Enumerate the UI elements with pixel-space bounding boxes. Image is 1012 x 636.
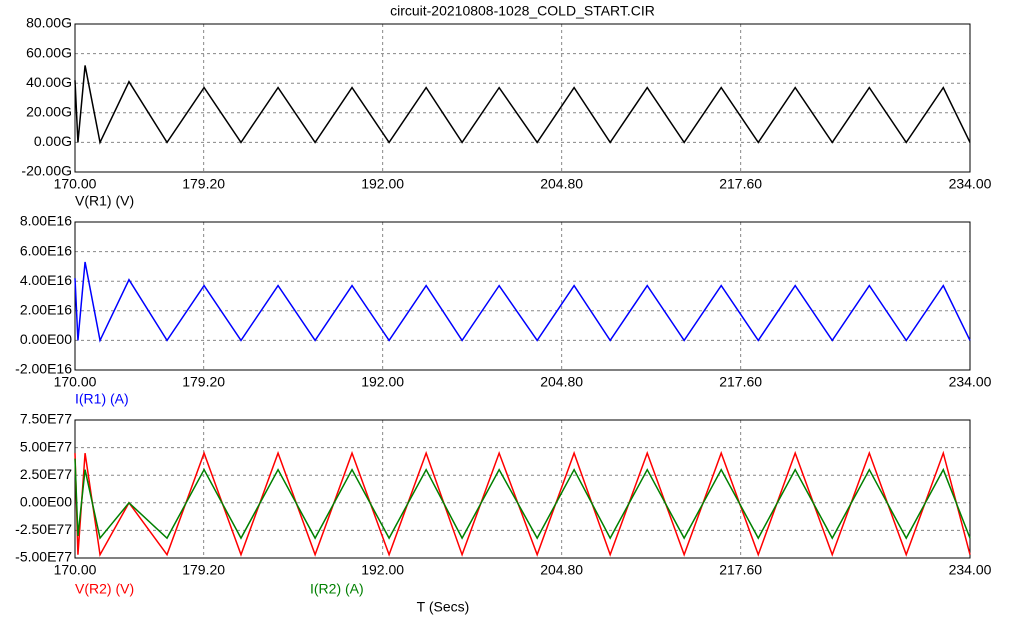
legend-label: V(R1) (V) [75,193,134,209]
x-tick-label: 192.00 [361,374,404,390]
x-tick-label: 179.20 [182,562,225,578]
legend-label: I(R1) (A) [75,391,129,407]
y-tick-label: 0.00E00 [20,494,72,510]
x-tick-label: 217.60 [719,562,762,578]
x-tick-label: 170.00 [54,176,97,192]
x-tick-label: 204.80 [540,176,583,192]
x-tick-label: 192.00 [361,562,404,578]
chart-title: circuit-20210808-1028_COLD_START.CIR [390,3,655,19]
x-tick-label: 179.20 [182,176,225,192]
x-tick-label: 204.80 [540,374,583,390]
y-tick-label: 6.00E16 [20,242,72,258]
legend-label: I(R2) (A) [310,581,364,597]
x-tick-label: 192.00 [361,176,404,192]
y-tick-label: 4.00E16 [20,272,72,288]
x-tick-label: 234.00 [949,374,992,390]
x-tick-label: 170.00 [54,374,97,390]
y-tick-label: 80.00G [26,15,72,31]
x-axis-label: T (Secs) [417,599,470,615]
y-tick-label: -5.00E77 [15,549,72,565]
plot-frame [74,221,971,371]
plot-frame [74,23,971,173]
x-tick-label: 204.80 [540,562,583,578]
x-tick-label: 217.60 [719,374,762,390]
x-tick-label: 179.20 [182,374,225,390]
y-tick-label: 2.00E16 [20,302,72,318]
series-line [74,261,971,343]
y-tick-label: -20.00G [21,163,72,179]
y-tick-label: 60.00G [26,44,72,60]
y-tick-label: 8.00E16 [20,213,72,229]
y-tick-label: 0.00E00 [20,331,72,347]
series-line [74,458,971,540]
y-tick-label: 2.50E77 [20,466,72,482]
x-tick-label: 234.00 [949,176,992,192]
y-tick-label: 20.00G [26,104,72,120]
y-tick-label: 7.50E77 [20,411,72,427]
series-line [74,450,971,557]
x-tick-label: 217.60 [719,176,762,192]
y-tick-label: 5.00E77 [20,438,72,454]
y-tick-label: 40.00G [26,74,72,90]
x-tick-label: 234.00 [949,562,992,578]
legend-label: V(R2) (V) [75,581,134,597]
y-tick-label: 0.00G [34,133,72,149]
x-tick-label: 170.00 [54,562,97,578]
plot-frame [74,419,971,559]
y-tick-label: -2.00E16 [15,361,72,377]
series-line [74,65,971,145]
y-tick-label: -2.50E77 [15,521,72,537]
